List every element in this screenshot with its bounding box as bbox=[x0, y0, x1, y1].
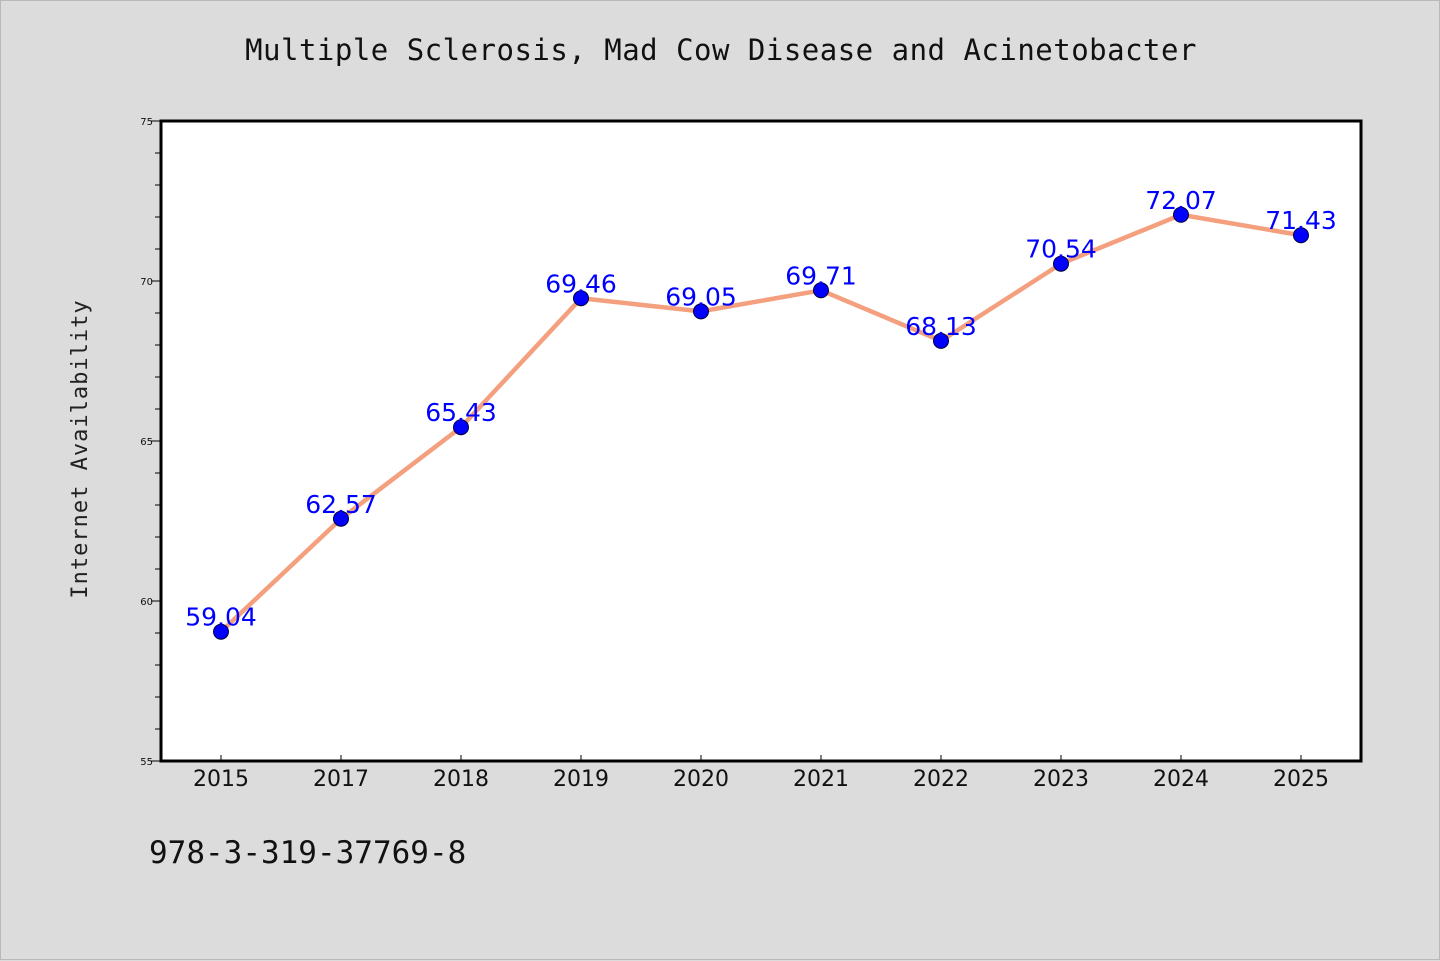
data-point bbox=[573, 290, 589, 307]
data-label: 72.07 bbox=[1145, 186, 1217, 215]
data-label: 65.43 bbox=[425, 398, 497, 427]
y-tick-label: 60 bbox=[140, 597, 153, 608]
y-tick-label: 65 bbox=[140, 437, 153, 448]
data-point bbox=[453, 419, 469, 436]
data-labels: 59.04 62.57 65.43 69.46 69.05 69.71 68.13 70.54… bbox=[185, 186, 1337, 632]
x-tick-label: 2019 bbox=[553, 767, 609, 792]
data-point bbox=[333, 510, 349, 527]
y-axis-label: Internet Availability bbox=[68, 299, 93, 598]
data-point bbox=[1173, 206, 1189, 223]
plot-frame bbox=[159, 119, 1363, 763]
x-tick-label: 2022 bbox=[913, 767, 969, 792]
data-label: 59.04 bbox=[185, 603, 257, 632]
x-tick-label: 2024 bbox=[1153, 767, 1209, 792]
data-point bbox=[213, 623, 229, 640]
data-label: 69.05 bbox=[665, 282, 737, 311]
x-tick-label: 2023 bbox=[1033, 767, 1089, 792]
data-point bbox=[693, 303, 709, 320]
series-line-group bbox=[213, 206, 1309, 640]
x-tick-label: 2025 bbox=[1273, 767, 1329, 792]
x-tick-label: 2020 bbox=[673, 767, 729, 792]
isbn-text: 978-3-319-37769-8 bbox=[149, 835, 467, 871]
chart-title: Multiple Sclerosis, Mad Cow Disease and … bbox=[245, 33, 1197, 67]
data-label: 69.46 bbox=[545, 269, 617, 298]
x-tick-label: 2021 bbox=[793, 767, 849, 792]
y-tick-label: 55 bbox=[140, 757, 153, 768]
data-label: 68.13 bbox=[905, 312, 977, 341]
y-tick-label: 75 bbox=[140, 117, 153, 128]
series-line bbox=[218, 212, 1304, 634]
y-tick-label: 70 bbox=[140, 277, 153, 288]
data-label: 69.71 bbox=[785, 261, 857, 290]
data-label: 71.43 bbox=[1265, 206, 1337, 235]
data-label: 62.57 bbox=[305, 490, 377, 519]
data-point bbox=[933, 332, 949, 349]
data-point bbox=[1293, 227, 1309, 244]
data-point bbox=[813, 282, 829, 299]
x-tick-label: 2015 bbox=[193, 767, 249, 792]
x-tick-label: 2017 bbox=[313, 767, 369, 792]
data-point bbox=[1053, 255, 1069, 272]
data-label: 70.54 bbox=[1025, 235, 1097, 264]
x-tick-label: 2018 bbox=[433, 767, 489, 792]
plot-area bbox=[161, 121, 1361, 761]
